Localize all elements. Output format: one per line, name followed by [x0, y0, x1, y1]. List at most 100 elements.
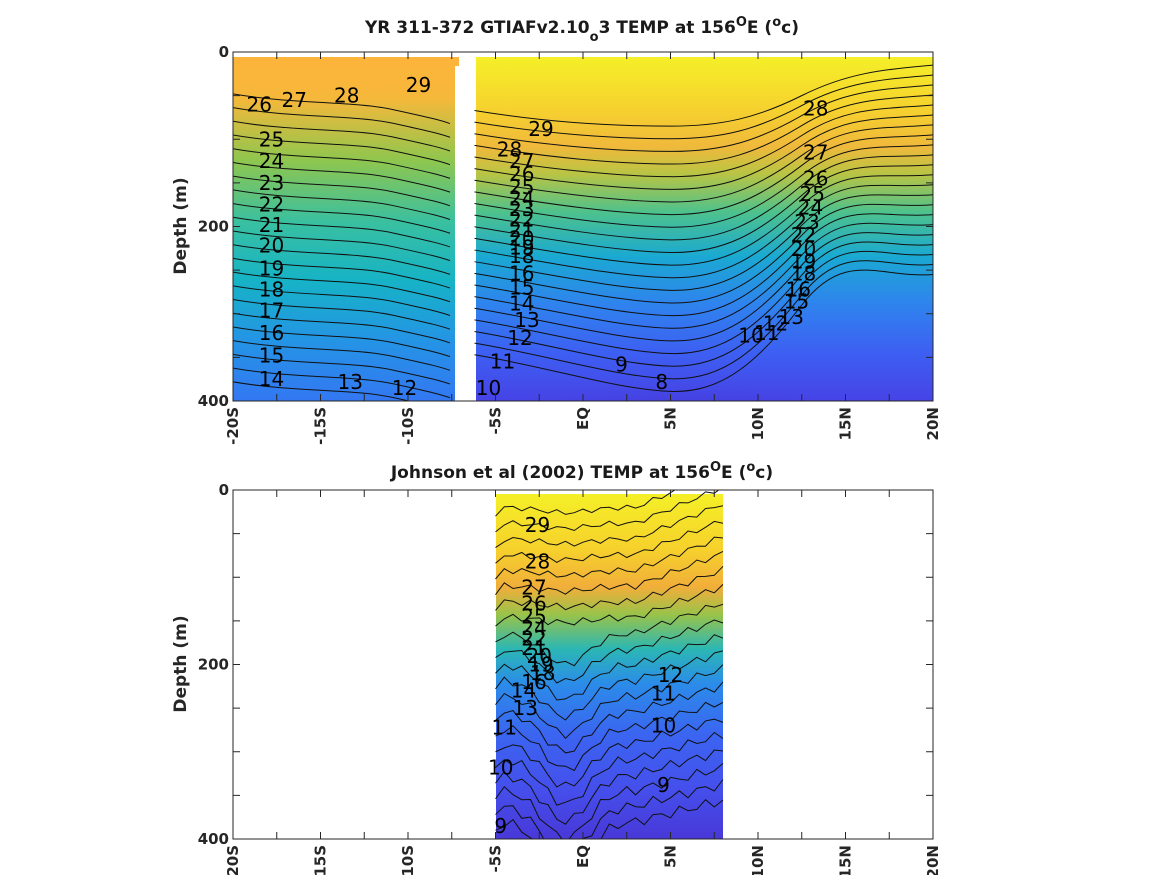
contour-line-south: [233, 367, 451, 399]
contour-line: [495, 565, 724, 611]
bottom-x-tick-labels: -20S -15S -10S -5S EQ 5N 10N 15N 20N: [224, 845, 942, 875]
contour-label: 23: [259, 171, 284, 195]
contour-label: 11: [754, 321, 779, 345]
y-tick-label: 200: [198, 656, 229, 674]
contour-label: 9: [657, 773, 670, 797]
contour-label: 21: [259, 213, 284, 237]
contour-line-south: [233, 107, 451, 138]
contour-line-north: [474, 250, 933, 367]
x-tick-label: 10N: [749, 407, 767, 440]
contour-line-south: [233, 189, 451, 220]
contour-label: 27: [521, 576, 546, 600]
contour-line-north: [474, 164, 933, 253]
contour-line: [495, 490, 720, 533]
contour-line: [495, 799, 724, 839]
contour-label: 14: [509, 291, 534, 315]
top-field-south: [233, 57, 459, 401]
top-y-axis-label: Depth (m): [171, 177, 191, 274]
contour-line-north: [474, 184, 933, 279]
contour-label: 25: [800, 182, 825, 206]
contour-label: 12: [658, 663, 683, 687]
contour-line-north: [474, 94, 933, 165]
x-tick-label: -5S: [487, 407, 505, 434]
contour-line-north: [474, 232, 933, 342]
contour-line-north: [474, 194, 933, 291]
contour-line-north: [474, 104, 933, 178]
contour-label: 27: [282, 88, 307, 112]
x-tick-label: 15N: [837, 407, 855, 440]
contour-line-south: [233, 93, 451, 125]
contour-line-south: [233, 299, 451, 330]
contour-label: 25: [521, 605, 546, 629]
contour-label: 13: [779, 305, 804, 329]
contour-line-south: [233, 230, 451, 262]
contour-label: 29: [406, 73, 431, 97]
x-tick-label: 10N: [749, 845, 767, 875]
contour-label: 18: [791, 262, 816, 286]
contour-label: 14: [511, 679, 536, 703]
x-tick-label: 15N: [837, 845, 855, 875]
contour-label: 19: [509, 235, 534, 259]
contour-label: 26: [509, 162, 534, 186]
contour-label: 24: [521, 616, 546, 640]
contour-label: 22: [791, 223, 816, 247]
x-tick-label: 20N: [924, 845, 942, 875]
contour-label: 28: [525, 550, 550, 574]
contour-label: 15: [259, 344, 284, 368]
contour-label: 27: [803, 140, 828, 164]
x-tick-label: EQ: [574, 407, 592, 430]
contour-label: 24: [259, 149, 284, 173]
contour-label: 10: [738, 324, 763, 348]
contour-line: [495, 584, 724, 627]
top-panel: YR 311-372 GTIAFv2.10o3 TEMP at 156OE (o…: [171, 15, 942, 445]
contour-line: [495, 779, 724, 839]
contour-label: 15: [509, 276, 534, 300]
contour-label: 13: [514, 308, 539, 332]
contour-line: [495, 505, 724, 549]
contour-line-south: [233, 244, 451, 275]
contour-label: 11: [490, 350, 515, 374]
y-tick-label: 0: [219, 481, 229, 499]
contour-line: [495, 490, 676, 517]
contour-line: [495, 731, 724, 806]
contour-line: [495, 550, 724, 595]
contour-label: 12: [392, 376, 417, 400]
contour-line-north: [474, 241, 933, 355]
contour-line-south: [233, 381, 412, 401]
contour-line: [495, 749, 724, 825]
contour-line-north: [474, 203, 933, 304]
contour-label: 9: [494, 814, 507, 838]
contour-line-north: [474, 174, 933, 266]
contour-label: 16: [509, 262, 534, 286]
contour-label: 24: [509, 187, 534, 211]
contour-label: 21: [521, 636, 546, 660]
x-tick-label: -20S: [224, 407, 242, 445]
contour-line: [495, 520, 724, 564]
contour-label: 25: [259, 127, 284, 151]
contour-label: 18: [259, 277, 284, 301]
top-chart-title: YR 311-372 GTIAFv2.10o3 TEMP at 156OE (o…: [364, 15, 799, 45]
contour-label: 13: [513, 696, 538, 720]
contour-line-south: [233, 271, 451, 303]
contour-label: 28: [497, 138, 522, 162]
contour-line-south: [233, 175, 451, 207]
contour-label: 29: [525, 513, 550, 537]
contour-line-south: [233, 326, 451, 358]
contour-label: 19: [528, 653, 553, 677]
contour-line: [495, 536, 724, 580]
contour-label: 20: [527, 644, 552, 668]
contour-line-north: [474, 74, 933, 140]
contour-label: 21: [509, 218, 534, 242]
contour-label: 22: [259, 193, 284, 217]
y-tick-label: 200: [198, 218, 229, 236]
contour-label: 26: [803, 167, 828, 191]
contour-line-south: [233, 120, 451, 152]
top-contour-lines: [233, 64, 933, 401]
contour-label: 9: [615, 352, 628, 376]
contour-label: 18: [530, 661, 555, 685]
contour-label: 11: [651, 681, 676, 705]
contour-label: 28: [334, 84, 359, 108]
contour-label: 19: [259, 256, 284, 280]
y-tick-label: 400: [198, 830, 229, 848]
